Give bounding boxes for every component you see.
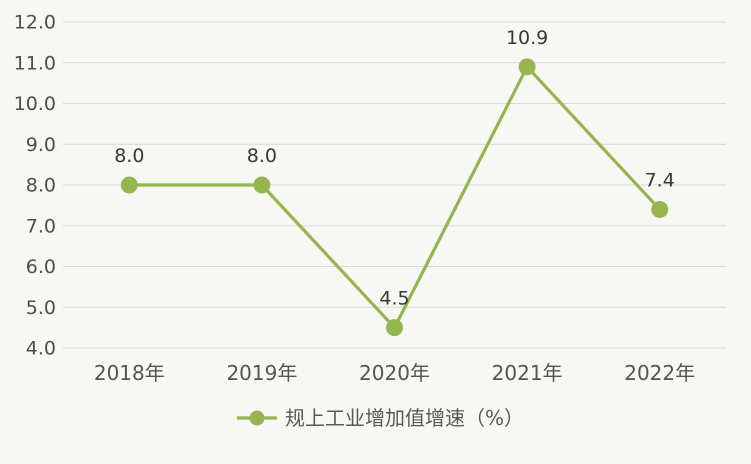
- x-axis-category-labels: 2018年 2019年 2020年 2021年 2022年: [94, 361, 695, 385]
- y-tick-label: 8.0: [26, 175, 56, 197]
- data-point-marker: [518, 58, 536, 76]
- y-tick-label: 4.0: [26, 338, 56, 360]
- y-axis-tick-labels: 12.0 11.0 10.0 9.0 8.0 7.0 6.0 5.0 4.0: [14, 12, 56, 360]
- x-axis-label: 2019年: [226, 361, 297, 385]
- y-tick-label: 7.0: [26, 215, 56, 237]
- data-point-marker: [651, 200, 669, 218]
- legend-label: 规上工业增加值增速（%）: [285, 406, 524, 430]
- data-point-markers: [120, 58, 669, 337]
- data-point-label: 8.0: [247, 145, 277, 167]
- data-point-label: 8.0: [114, 145, 144, 167]
- y-tick-label: 5.0: [26, 297, 56, 319]
- data-point-label: 4.5: [379, 288, 409, 310]
- y-tick-label: 10.0: [14, 93, 56, 115]
- x-axis-label: 2021年: [492, 361, 563, 385]
- x-axis-label: 2020年: [359, 361, 430, 385]
- data-point-marker: [120, 176, 138, 194]
- data-point-marker: [386, 319, 403, 337]
- y-tick-label: 9.0: [26, 134, 56, 156]
- legend-marker-icon: [249, 410, 265, 426]
- y-tick-label: 6.0: [26, 256, 56, 278]
- data-point-label: 10.9: [506, 27, 548, 49]
- data-point-labels: 8.0 8.0 4.5 10.9 7.4: [114, 27, 675, 310]
- data-point-marker: [253, 176, 271, 194]
- y-tick-label: 11.0: [14, 52, 56, 74]
- legend: 规上工业增加值增速（%）: [237, 406, 524, 430]
- x-axis-label: 2018年: [94, 361, 165, 385]
- data-point-label: 7.4: [645, 169, 675, 191]
- y-tick-label: 12.0: [14, 12, 56, 34]
- x-axis-label: 2022年: [624, 361, 695, 385]
